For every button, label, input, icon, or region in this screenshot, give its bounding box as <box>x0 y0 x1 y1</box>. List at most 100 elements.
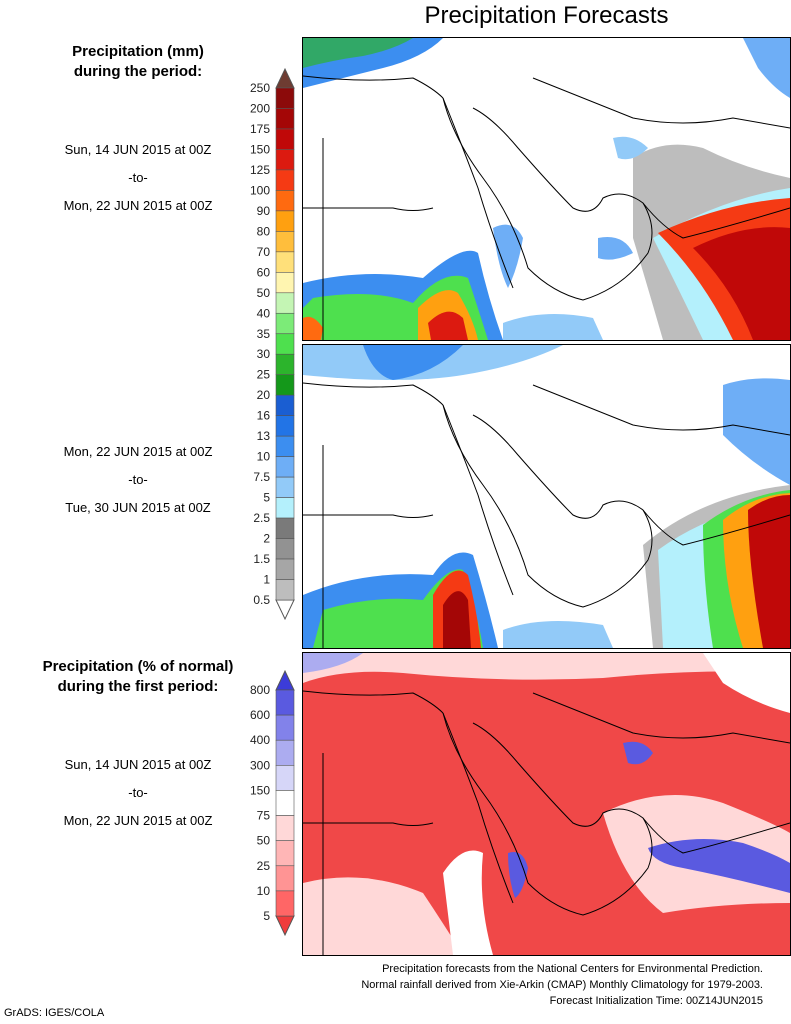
pct-colorbar-tick-label: 10 <box>257 884 271 898</box>
pct-colorbar-swatch <box>275 765 295 791</box>
period3-end: Mon, 22 JUN 2015 at 00Z <box>63 813 213 828</box>
precip-colorbar-tick-label: 80 <box>257 224 271 238</box>
precip-colorbar-tick-label: 250 <box>250 81 270 95</box>
precip-colorbar-tick-label: 40 <box>257 306 271 320</box>
pct-colorbar-swatch <box>275 865 295 892</box>
precip-colorbar-swatch <box>275 497 295 519</box>
precip-colorbar-swatch <box>275 272 295 294</box>
precip-colorbar-swatch <box>275 251 295 273</box>
footer-line3: Forecast Initialization Time: 00Z14JUN20… <box>549 995 763 1007</box>
map-panel-percent-normal <box>302 652 791 956</box>
precip-legend-heading-line1: Precipitation (mm) <box>72 43 204 60</box>
precip-colorbar-swatch <box>275 128 295 150</box>
pct-colorbar-tick-label: 150 <box>250 783 270 797</box>
precip-colorbar-swatch <box>275 190 295 212</box>
pct-colorbar-tick-label: 300 <box>250 758 270 772</box>
precip-colorbar-tick-label: 125 <box>250 163 270 177</box>
pct-colorbar-swatch <box>275 689 295 716</box>
precip-colorbar-tick-label: 0.5 <box>253 593 270 607</box>
colorbars: 2502001751501251009080706050403530252016… <box>250 67 295 937</box>
pct-colorbar-tick-label: 400 <box>250 733 270 747</box>
pct-colorbar-swatch <box>275 890 295 917</box>
pct-colorbar-swatch <box>275 840 295 867</box>
period1-end: Mon, 22 JUN 2015 at 00Z <box>63 198 213 213</box>
precip-shading <box>303 38 790 340</box>
precip-colorbar-tick-label: 100 <box>250 183 270 197</box>
pct-legend-heading: Precipitation (% of normal) during the f… <box>0 657 276 697</box>
precip-colorbar-tick-label: 175 <box>250 122 270 136</box>
pct-colorbar-swatch <box>275 714 295 741</box>
pct-legend-heading-line2: during the first period: <box>57 678 219 695</box>
precip-colorbar-over-triangle <box>275 67 295 89</box>
period2-sep: -to- <box>128 472 148 487</box>
coastlines <box>303 75 790 340</box>
precip-colorbar-tick-label: 25 <box>257 368 271 382</box>
precip-colorbar-tick-label: 2 <box>263 532 270 546</box>
coastlines <box>303 690 790 955</box>
precip-colorbar-under-triangle <box>275 599 295 621</box>
footer-line1: Precipitation forecasts from the Nationa… <box>382 963 763 975</box>
precip-colorbar-swatch <box>275 108 295 130</box>
period2-end: Tue, 30 JUN 2015 at 00Z <box>65 500 211 515</box>
precip-colorbar-swatch <box>275 558 295 580</box>
precip-colorbar-swatch <box>275 333 295 355</box>
precip-colorbar-swatch <box>275 87 295 109</box>
precip-colorbar-swatch <box>275 415 295 437</box>
precip-colorbar-swatch <box>275 353 295 376</box>
precip-colorbar-tick-label: 20 <box>257 388 271 402</box>
map-panel-period2 <box>302 344 791 649</box>
precip-colorbar-tick-label: 150 <box>250 142 270 156</box>
pct-colorbar-under-triangle <box>275 915 295 937</box>
pct-colorbar-swatch <box>275 815 295 841</box>
precip-colorbar-tick-label: 5 <box>263 491 270 505</box>
period2-start: Mon, 22 JUN 2015 at 00Z <box>63 444 213 459</box>
period1-sep: -to- <box>128 170 148 185</box>
precip-colorbar-tick-label: 1 <box>263 573 270 587</box>
precip-colorbar-swatch <box>275 435 295 457</box>
precip-colorbar-swatch <box>275 312 295 335</box>
percent-normal-map <box>303 653 790 955</box>
precip-colorbar-swatch <box>275 476 295 498</box>
precip-colorbar-tick-label: 50 <box>257 286 271 300</box>
precip-colorbar-swatch <box>275 538 295 560</box>
precip-colorbar-swatch <box>275 517 295 539</box>
pct-colorbar-swatch <box>275 790 295 816</box>
percent-shading <box>303 653 790 955</box>
pct-colorbar-tick-label: 800 <box>250 683 270 697</box>
pct-colorbar-swatch <box>275 739 295 766</box>
precip-legend-heading: Precipitation (mm) during the period: <box>0 42 276 82</box>
pct-colorbar-tick-label: 600 <box>250 708 270 722</box>
precip-colorbar-tick-label: 70 <box>257 245 271 259</box>
period3-start: Sun, 14 JUN 2015 at 00Z <box>64 757 212 772</box>
precip-colorbar-tick-label: 16 <box>257 409 271 423</box>
precip-colorbar-tick-label: 7.5 <box>253 470 270 484</box>
precip-colorbar-swatch <box>275 292 295 314</box>
precip-shading <box>303 345 790 648</box>
pct-colorbar-over-triangle <box>275 669 295 691</box>
pct-colorbar-tick-label: 25 <box>257 859 271 873</box>
period3-sep: -to- <box>128 785 148 800</box>
map-panel-period1 <box>302 37 791 341</box>
pct-colorbar-tick-label: 5 <box>263 909 270 923</box>
precip-colorbar-swatch <box>275 456 295 478</box>
page-title: Precipitation Forecasts <box>424 2 669 29</box>
grads-credit: GrADS: IGES/COLA <box>4 1007 105 1019</box>
precip-map-1 <box>303 38 790 340</box>
precip-colorbar-tick-label: 1.5 <box>253 552 270 566</box>
precip-colorbar-tick-label: 10 <box>257 450 271 464</box>
precip-colorbar-swatch <box>275 579 295 601</box>
precip-colorbar-tick-label: 60 <box>257 265 271 279</box>
precip-colorbar-swatch <box>275 394 295 416</box>
precip-colorbar-swatch <box>275 374 295 396</box>
precip-colorbar-swatch <box>275 169 295 191</box>
precip-colorbar-swatch <box>275 210 295 232</box>
precip-colorbar-swatch <box>275 231 295 253</box>
precip-colorbar-tick-label: 200 <box>250 101 270 115</box>
pct-colorbar-tick-label: 75 <box>257 809 271 823</box>
pct-legend-heading-line1: Precipitation (% of normal) <box>42 658 234 675</box>
coastlines <box>303 382 790 648</box>
precip-legend-heading-line2: during the period: <box>73 63 203 80</box>
precip-colorbar-tick-label: 2.5 <box>253 511 270 525</box>
precip-colorbar-tick-label: 30 <box>257 347 271 361</box>
precip-map-2 <box>303 345 790 648</box>
